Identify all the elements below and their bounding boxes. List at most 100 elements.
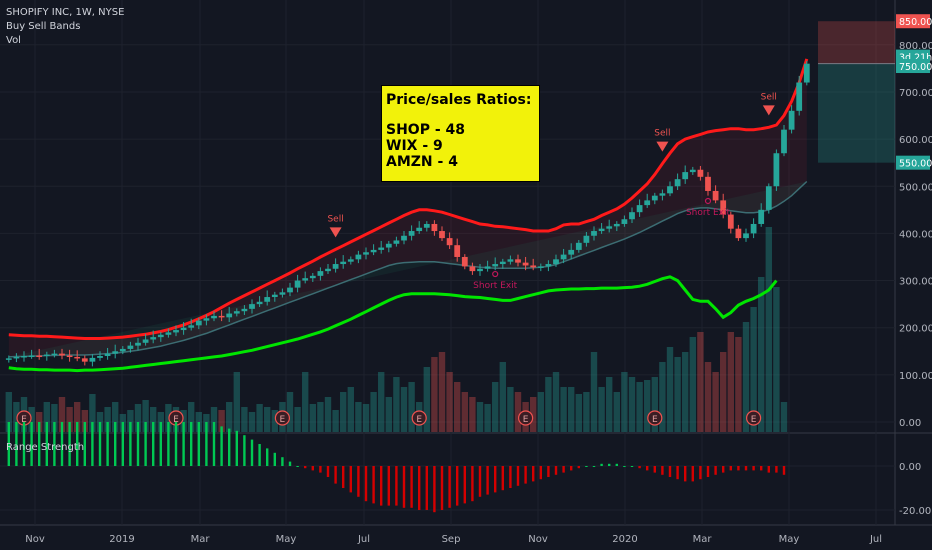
basis-line: [8, 180, 808, 358]
price-label-bg: [896, 14, 930, 29]
volume-bar: [324, 397, 332, 432]
indicator-buy-sell-bands[interactable]: Buy Sell Bands: [6, 21, 81, 32]
volume-bar: [758, 277, 765, 432]
x-tick-label: Mar: [191, 534, 211, 545]
range-strength-bar: [501, 466, 504, 491]
indicator-vol[interactable]: Vol: [6, 35, 21, 46]
lower-band-line: [8, 275, 778, 373]
candle: [423, 223, 430, 228]
candle: [203, 318, 210, 321]
candle: [59, 353, 65, 356]
range-strength-bar: [570, 466, 573, 471]
range-strength-bar: [630, 466, 634, 467]
earnings-label: E: [751, 415, 757, 425]
volume-bar: [5, 392, 12, 432]
candle: [165, 332, 172, 335]
volume-bar: [621, 372, 628, 432]
volume-bar: [385, 397, 392, 432]
earnings-label: E: [280, 415, 286, 425]
candle: [484, 266, 491, 269]
reward-box: [818, 63, 895, 163]
volume-bar: [127, 410, 134, 432]
range-strength-bar: [7, 422, 10, 466]
range-strength-bar: [380, 466, 383, 506]
candle: [720, 200, 727, 215]
candle: [750, 223, 757, 234]
candle: [241, 308, 248, 312]
range-strength-bar: [592, 466, 596, 467]
range-strength-bar: [760, 466, 763, 471]
x-tick-label: May: [276, 534, 297, 545]
volume-bar: [773, 287, 780, 432]
volume-bar: [461, 392, 468, 432]
candle: [271, 294, 278, 298]
candle: [758, 209, 765, 224]
chart-legend: SHOPIFY INC, 1W, NYSE Buy Sell Bands Vol: [6, 6, 124, 48]
price-sales-note: Price/sales Ratios: SHOP - 48 WIX - 9 AM…: [381, 85, 540, 182]
indicator-range-strength[interactable]: Range Strength: [6, 442, 85, 453]
y-tick-label: 100.00: [899, 371, 932, 382]
range-strength-bar: [478, 466, 482, 497]
range-strength-bar: [159, 422, 162, 466]
range-strength-bar: [205, 422, 208, 466]
volume-bar: [644, 380, 651, 432]
note-line-wix: WIX - 9: [386, 138, 443, 154]
volume-bar: [51, 404, 58, 432]
candle: [712, 190, 719, 201]
volume-bar: [188, 402, 195, 432]
volume-bar: [302, 372, 309, 432]
range-strength-bar: [585, 466, 588, 467]
range-strength-bar: [250, 439, 254, 466]
candle: [226, 313, 233, 318]
candle: [644, 200, 651, 206]
volume-bar: [256, 404, 263, 432]
volume-bar: [43, 402, 50, 432]
range-strength-bar: [182, 422, 185, 466]
candle: [218, 315, 225, 318]
volume-bar: [659, 362, 666, 432]
candle: [568, 249, 575, 255]
candle: [355, 254, 362, 260]
y-tick-label: 600.00: [899, 135, 932, 146]
volume-bar: [560, 387, 567, 432]
range-strength-bar: [547, 466, 550, 477]
price-label: 750.00: [899, 62, 932, 73]
candle: [788, 110, 795, 130]
candle: [781, 129, 787, 154]
candle: [431, 223, 438, 232]
volume-bar: [552, 372, 560, 432]
symbol-title[interactable]: SHOPIFY INC, 1W, NYSE: [6, 7, 125, 18]
candle: [249, 304, 255, 309]
candle: [575, 242, 582, 250]
range-strength-bar: [737, 466, 740, 471]
candle: [416, 227, 423, 232]
volume-bar: [735, 337, 742, 432]
candle: [796, 82, 803, 111]
volume-bar: [165, 404, 172, 432]
volume-bar: [727, 332, 734, 432]
candle: [553, 259, 559, 265]
candle: [461, 256, 468, 267]
x-tick-label: 2020: [612, 534, 637, 545]
range-strength-bar: [638, 466, 641, 469]
volume-bar: [58, 397, 66, 432]
range-strength-bar: [608, 463, 611, 466]
short-exit-label: Short Exit: [473, 281, 518, 291]
candle: [302, 278, 309, 281]
volume-bar: [294, 407, 301, 432]
range-strength-bar: [304, 466, 307, 469]
candle: [142, 339, 149, 343]
volume-bar: [492, 382, 499, 432]
volume-bar: [682, 352, 689, 432]
range-strength-bar: [22, 422, 26, 466]
volume-bar: [537, 392, 544, 432]
range-strength-bar: [532, 466, 535, 482]
volume-bar: [712, 372, 719, 432]
volume-bar: [469, 397, 476, 432]
candle: [294, 280, 301, 288]
candle: [727, 214, 734, 229]
volume-bar: [66, 407, 73, 432]
price-label: 550.00: [899, 159, 932, 170]
range-strength-bar: [425, 466, 428, 510]
